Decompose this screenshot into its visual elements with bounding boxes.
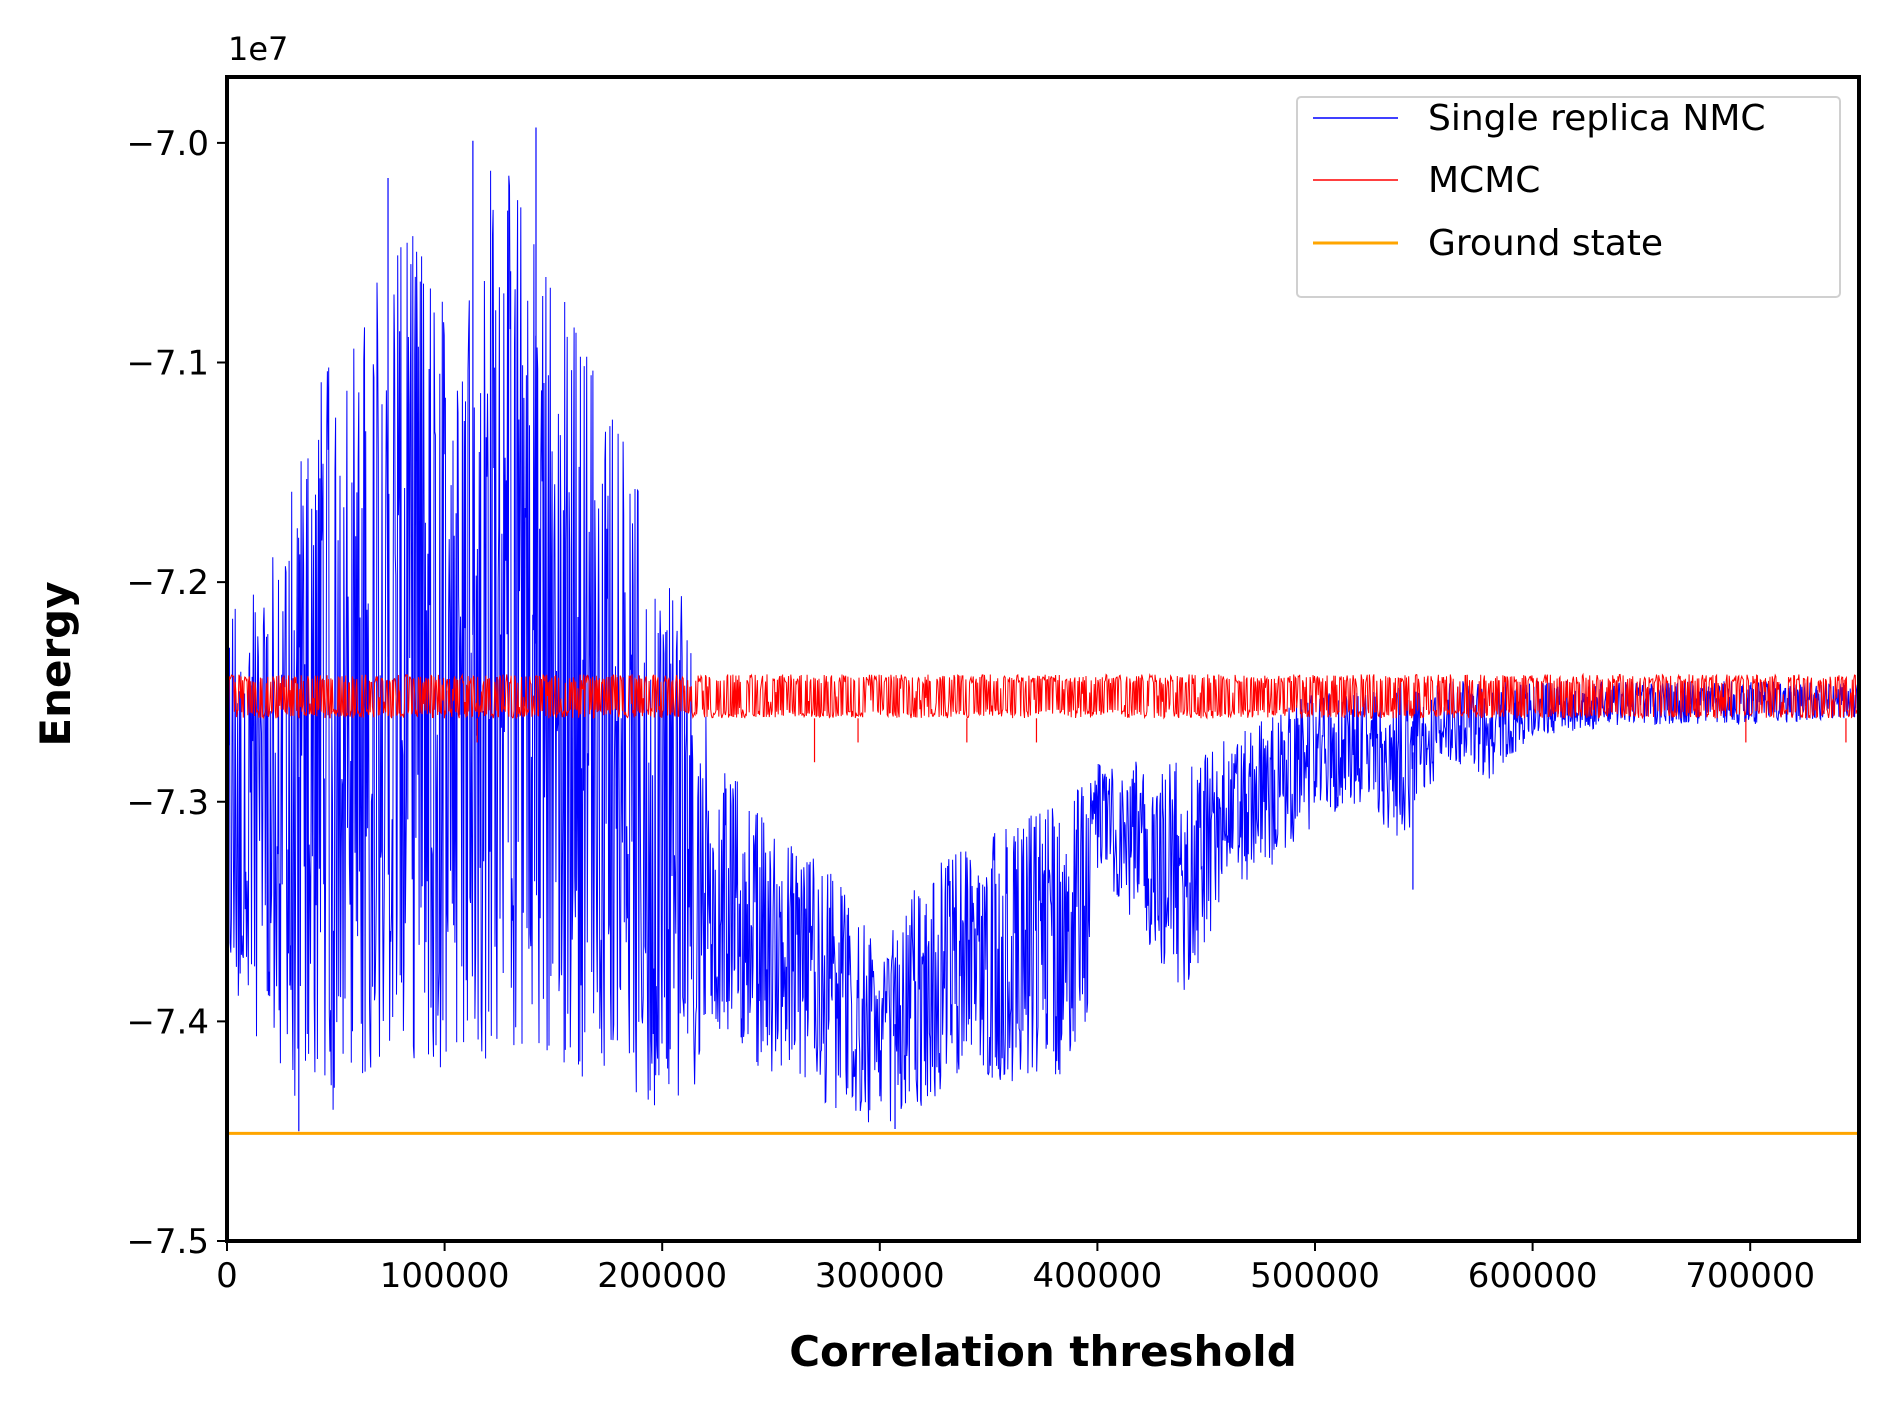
y-tick-label: −7.3: [126, 783, 209, 823]
y-tick-label: −7.0: [126, 124, 209, 164]
x-tick-label: 200000: [597, 1256, 727, 1296]
y-axis-ticks: −7.5 −7.4 −7.3 −7.2 −7.1 −7.0: [126, 124, 227, 1262]
legend-label: MCMC: [1428, 160, 1540, 201]
series-mcmc: [227, 672, 1859, 763]
y-tick-label: −7.2: [126, 563, 209, 603]
x-tick-label: 400000: [1033, 1256, 1163, 1296]
x-tick-label: 700000: [1685, 1256, 1815, 1296]
y-axis-label: Energy: [31, 581, 80, 746]
y-tick-label: −7.1: [126, 344, 209, 384]
legend-label: Single replica NMC: [1428, 98, 1766, 139]
x-axis-label: Correlation threshold: [789, 1327, 1297, 1376]
y-tick-label: −7.5: [126, 1222, 209, 1262]
y-axis-offset-label: 1e7: [228, 30, 288, 68]
x-tick-label: 100000: [380, 1256, 510, 1296]
legend-label: Ground state: [1428, 223, 1663, 264]
plot-area: [227, 127, 1859, 1135]
mcmc-trace: [227, 672, 1859, 720]
legend-box: [1296, 96, 1841, 298]
x-tick-label: 600000: [1468, 1256, 1598, 1296]
y-tick-label: −7.4: [126, 1002, 209, 1042]
plot-frame: [225, 75, 1861, 1243]
x-tick-label: 300000: [815, 1256, 945, 1296]
legend: Single replica NMC MCMC Ground state: [1296, 96, 1841, 298]
x-tick-label: 500000: [1250, 1256, 1380, 1296]
x-tick-label: 0: [216, 1256, 238, 1296]
x-axis-ticks: 0 100000 200000 300000 400000 500000 600000 700…: [216, 1241, 1815, 1296]
